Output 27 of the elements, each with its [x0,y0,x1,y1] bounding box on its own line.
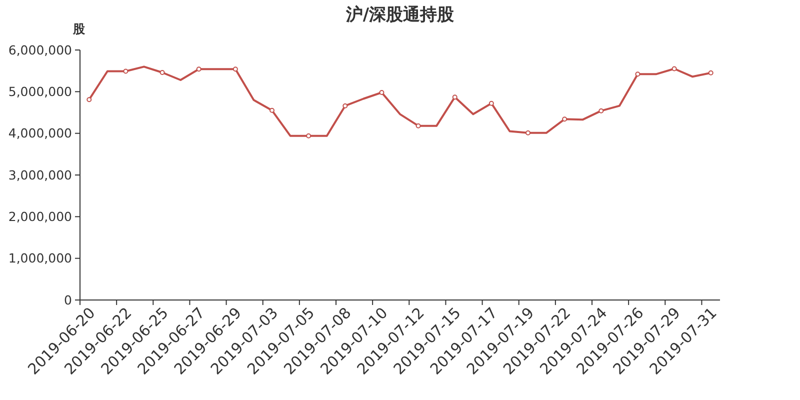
point [526,130,530,136]
point [379,90,384,95]
y-tick-label: 0 [64,292,72,308]
point [672,66,677,72]
y-tick-label: 4,000,000 [8,126,72,141]
point [488,100,494,106]
point [416,123,421,128]
y-tick-label: 6,000,000 [8,42,72,58]
point [270,108,274,113]
y-tick-label: 2,000,000 [8,209,72,224]
point [160,70,165,75]
point [708,70,714,76]
point [232,66,238,72]
point [452,94,458,100]
y-tick-label: 1,000,000 [8,250,72,266]
point [562,116,568,122]
chart-title: 沪/深股通持股 [344,5,456,25]
point [86,97,92,102]
point [598,108,604,114]
point [123,68,128,74]
point [342,103,348,108]
point [635,72,640,77]
point [196,66,202,72]
point [306,133,312,138]
y-tick-label: 5,000,000 [8,84,72,100]
y-axis-title: 股 [72,22,86,36]
y-tick-label: 3,000,000 [8,167,72,182]
